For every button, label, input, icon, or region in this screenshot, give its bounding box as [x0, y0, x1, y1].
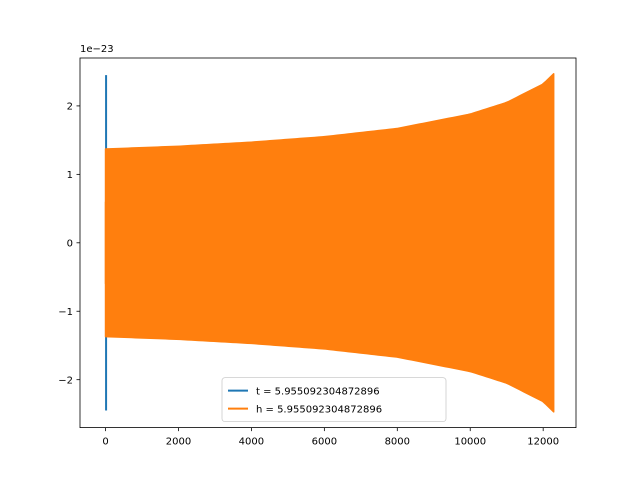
- x-tick-label: 12000: [527, 437, 559, 448]
- x-tick-label: 2000: [166, 437, 191, 448]
- y-tick-label: 1: [67, 170, 73, 181]
- x-axis: 0 2000 4000 6000 8000 10000 12000: [102, 427, 559, 448]
- x-tick-label: 8000: [385, 437, 410, 448]
- y-axis: −2 −1 0 1 2: [58, 102, 80, 386]
- legend: t = 5.955092304872896 h = 5.9550923048728…: [221, 377, 447, 423]
- x-tick-label: 10000: [454, 437, 486, 448]
- x-tick-label: 4000: [239, 437, 264, 448]
- y-tick-label: −1: [58, 307, 73, 318]
- legend-label-1: t = 5.955092304872896: [256, 387, 380, 398]
- x-tick-label: 0: [102, 437, 108, 448]
- series-2-band: [104, 72, 555, 413]
- legend-label-2: h = 5.955092304872896: [256, 405, 382, 416]
- x-tick-label: 6000: [312, 437, 337, 448]
- y-tick-label: −2: [58, 375, 73, 386]
- series-layer: [104, 72, 555, 413]
- series-2: [104, 72, 555, 413]
- y-axis-offset-text: 1e−23: [80, 44, 114, 55]
- y-tick-label: 2: [67, 102, 73, 113]
- y-tick-label: 0: [67, 238, 73, 249]
- legend-box: [221, 377, 447, 423]
